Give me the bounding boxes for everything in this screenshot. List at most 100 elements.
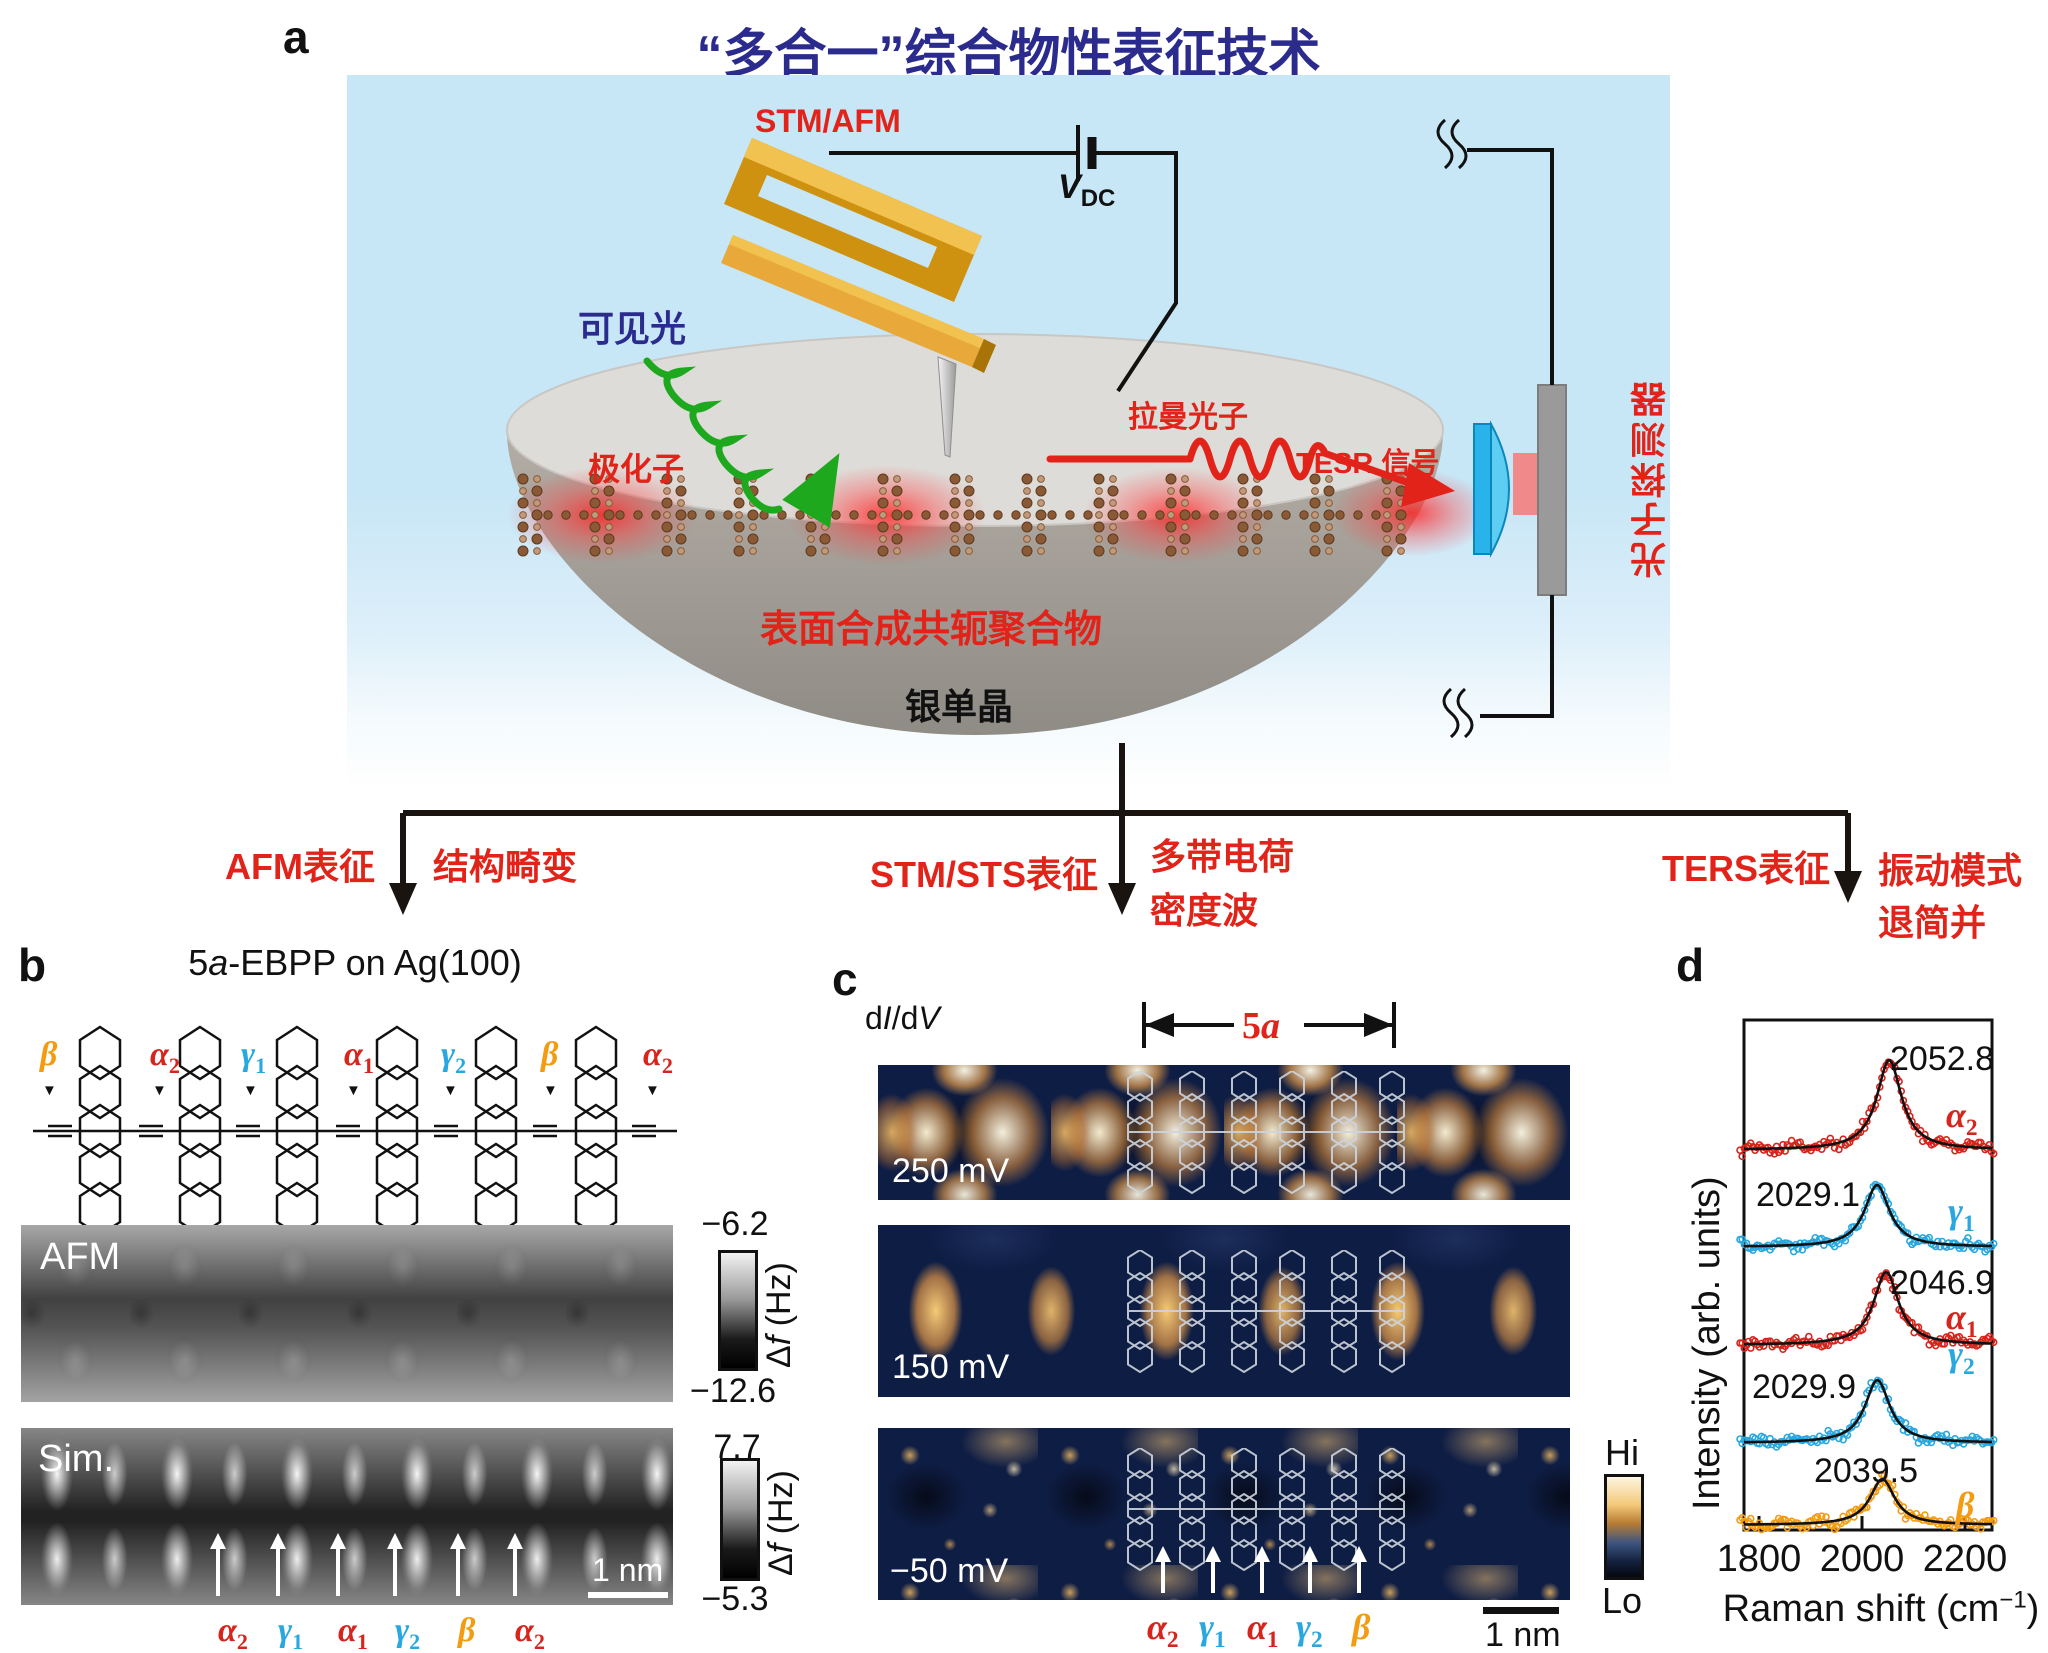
site-label-α1: α1 [344, 1036, 374, 1078]
delta: Δ [760, 1345, 798, 1368]
c-scalebar [1483, 1607, 1559, 1614]
sim-image-label: Sim. [38, 1438, 114, 1480]
photon-detector-assembly [1473, 384, 1567, 596]
site-label-β: β [40, 1036, 58, 1073]
site-label-β: β [541, 1036, 559, 1073]
c-5a-dimension [1142, 1002, 1396, 1048]
map1-bias: 250 mV [892, 1152, 1010, 1190]
b-title-a: a [208, 942, 229, 983]
b-title-rest: -EBPP on Ag(100) [228, 942, 522, 983]
didv-i: I [882, 1000, 892, 1036]
xtick-1800: 1800 [1716, 1538, 1802, 1580]
site-label-γ1: γ1 [241, 1036, 267, 1078]
branch-stm-result2: 密度波 [1150, 890, 1259, 931]
branch-arrows [389, 743, 1862, 915]
didv-d1: d [865, 1000, 883, 1036]
polymer-label: 表面合成共轭聚合物 [760, 609, 1103, 651]
panel-d-label: d [1676, 939, 1705, 991]
site-arrow-icon: ▼ [645, 1082, 660, 1099]
afm-image-label: AFM [40, 1236, 121, 1278]
tuning-fork-sensor [721, 138, 996, 458]
raman-photon-label: 拉曼光子 [1128, 401, 1248, 434]
afm-colorbar-max: −6.2 [701, 1205, 769, 1243]
branch-afm-result: 结构畸变 [433, 846, 578, 887]
c-scalebar-label: 1 nm [1485, 1616, 1561, 1653]
afm-colorbar [718, 1250, 758, 1371]
site-label-α1: α1 [338, 1612, 368, 1653]
site-label-β: β [458, 1612, 476, 1649]
didv-map-minus50mv [878, 1428, 1570, 1600]
site-label-β: β [1956, 1485, 1975, 1525]
sim-colorbar-unit: Δf (Hz) [762, 1456, 801, 1576]
site-label-α1: α1 [1946, 1297, 1978, 1344]
visible-light-label: 可见光 [578, 308, 687, 349]
panel-a-scene [506, 118, 1567, 739]
site-arrow-icon: ▼ [243, 1082, 258, 1099]
site-label-α2: α2 [515, 1612, 545, 1653]
vdc-label: VDC [1058, 168, 1115, 210]
sim-colorbar [720, 1458, 760, 1581]
panel-c-label: c [832, 953, 858, 1005]
hz: (Hz) [762, 1470, 800, 1544]
detector-wire [1436, 118, 1554, 739]
raman-spectra-plot [1736, 1018, 1998, 1534]
c-colorbar [1604, 1474, 1644, 1580]
visible-light-wave [643, 357, 840, 528]
substrate-label: 银单晶 [905, 686, 1014, 727]
vdc-sub: DC [1080, 184, 1116, 212]
site-label-γ1: γ1 [1948, 1191, 1975, 1238]
branch-ters-technique: TERS表征 [1661, 848, 1830, 889]
f: f [762, 1543, 800, 1554]
sim-site-arrows [210, 1533, 523, 1596]
b-scalebar [588, 1592, 668, 1598]
site-arrow-icon: ▼ [346, 1082, 361, 1099]
photon-detector-label: 光子探测器 [1630, 378, 1671, 578]
peak-value-α1: 2046.9 [1890, 1264, 1994, 1302]
c-5a-a: a [1261, 1005, 1280, 1047]
d-ylabel: Intensity (arb. units) [1686, 1176, 1728, 1510]
site-label-α2: α2 [643, 1036, 673, 1078]
b-title-5: 5 [188, 942, 209, 983]
site-label-α1: α1 [1247, 1607, 1279, 1653]
xtick-2200: 2200 [1922, 1538, 2008, 1580]
conjugated-polymer-chain [517, 473, 1407, 557]
site-label-γ2: γ2 [1296, 1607, 1323, 1653]
xlabel-pre: Raman shift (cm [1722, 1588, 2000, 1630]
branch-stm-result1: 多带电荷 [1150, 836, 1295, 877]
afm-image [21, 1225, 673, 1402]
simulation-image [21, 1428, 673, 1605]
site-label-α2: α2 [150, 1036, 180, 1078]
raman-beam [1046, 437, 1455, 507]
f: f [760, 1335, 798, 1346]
map2-bias: 150 mV [892, 1348, 1010, 1386]
figure-title: “多合一”综合物性表征技术 [696, 26, 1321, 84]
map3-bias: −50 mV [890, 1552, 1009, 1590]
sim-colorbar-min: −5.3 [701, 1580, 769, 1618]
xtick-2000: 2000 [1819, 1538, 1905, 1580]
delta: Δ [762, 1553, 800, 1576]
hz: (Hz) [760, 1262, 798, 1336]
afm-colorbar-min: −12.6 [689, 1372, 777, 1410]
site-label-α2: α2 [1147, 1607, 1179, 1653]
didv-map-250mv [878, 1065, 1570, 1200]
didv-label: dI/dV [865, 1000, 940, 1037]
site-arrow-icon: ▼ [543, 1082, 558, 1099]
site-label-β: β [1352, 1607, 1371, 1647]
stm-afm-label: STM/AFM [755, 103, 901, 139]
site-arrow-icon: ▼ [152, 1082, 167, 1099]
branch-afm-technique: AFM表征 [225, 846, 375, 887]
peak-value-α2: 2052.8 [1890, 1040, 1994, 1078]
site-label-γ2: γ2 [395, 1612, 421, 1653]
panel-b-title: 5a-EBPP on Ag(100) [120, 942, 590, 984]
site-label-γ1: γ1 [278, 1612, 304, 1653]
site-label-α2: α2 [1946, 1095, 1978, 1142]
site-arrow-icon: ▼ [42, 1082, 57, 1099]
xlabel-sup: −1 [1999, 1586, 2027, 1614]
didv-d2: /d [891, 1000, 919, 1036]
b-scalebar-label: 1 nm [592, 1552, 664, 1588]
polaron-glow [507, 465, 1492, 565]
c-5a-pre: 5 [1242, 1005, 1261, 1047]
d-xlabel: Raman shift (cm−1) [1714, 1588, 2048, 1631]
peak-value-γ1: 2029.1 [1756, 1176, 1860, 1214]
